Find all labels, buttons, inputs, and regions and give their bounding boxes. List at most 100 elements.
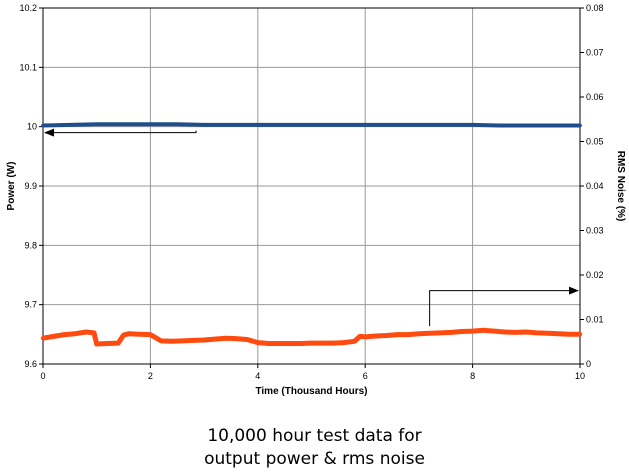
data-point-noise xyxy=(341,340,346,345)
data-point-noise xyxy=(534,330,540,336)
data-point-noise xyxy=(137,331,142,337)
data-point-noise xyxy=(105,341,110,346)
data-point-noise xyxy=(277,341,282,346)
data-point-noise xyxy=(51,334,56,339)
data-point-noise xyxy=(352,339,357,344)
data-point-noise xyxy=(502,329,508,335)
grid xyxy=(42,7,581,365)
data-point-noise xyxy=(115,340,121,346)
data-point-noise xyxy=(448,330,454,335)
y-right-tick-label: 0.07 xyxy=(586,48,604,58)
y-right-tick-label: 0.06 xyxy=(586,92,604,102)
data-point-power xyxy=(470,123,475,127)
data-point-noise xyxy=(126,331,132,336)
series-0 xyxy=(41,122,582,128)
data-point-noise xyxy=(384,333,389,338)
x-tick-label: 6 xyxy=(363,371,368,381)
data-point-noise xyxy=(266,341,271,346)
x-axis-label: Time (Thousand Hours) xyxy=(255,386,367,397)
data-point-noise xyxy=(40,335,46,341)
y-right-tick-label: 0.01 xyxy=(586,315,604,325)
data-point-power xyxy=(497,123,502,128)
series-1 xyxy=(40,327,583,347)
data-point-power xyxy=(390,123,394,127)
data-point-noise xyxy=(158,338,164,344)
data-point-power xyxy=(202,123,206,127)
data-point-power xyxy=(309,123,314,127)
y-left-tick-label: 9.8 xyxy=(24,240,37,250)
data-point-noise xyxy=(438,330,443,336)
data-point-noise xyxy=(459,329,465,334)
y-axis-right-ticks: 0 0.01 0.02 0.03 0.04 0.05 0.06 0.07 0.08 xyxy=(580,3,604,369)
y-right-tick-label: 0.03 xyxy=(586,226,604,236)
annotation-layer xyxy=(44,128,579,327)
data-point-power xyxy=(68,123,72,127)
y-left-tick-label: 9.6 xyxy=(24,359,37,369)
y-axis-right-label: RMS Noise (%) xyxy=(615,151,626,222)
y-left-tick-label: 10.1 xyxy=(19,62,37,72)
y-left-tick-label: 10 xyxy=(27,122,37,132)
data-point-noise xyxy=(180,338,185,344)
data-point-noise xyxy=(201,337,207,343)
caption-line-1: 10,000 hour test data for xyxy=(207,426,422,446)
arrow-to-left-axis xyxy=(44,128,197,137)
y-right-tick-label: 0.04 xyxy=(586,181,604,191)
data-point-power xyxy=(121,122,126,127)
data-point-noise xyxy=(223,335,228,341)
y-right-tick-label: 0.05 xyxy=(586,137,604,147)
data-point-power xyxy=(94,122,99,127)
x-tick-label: 10 xyxy=(575,371,585,381)
data-point-noise xyxy=(83,329,89,335)
data-point-noise xyxy=(91,330,97,336)
x-tick-label: 8 xyxy=(470,371,475,381)
data-point-noise xyxy=(309,340,314,346)
data-point-noise xyxy=(255,340,260,345)
data-point-noise xyxy=(373,333,379,339)
data-point-power xyxy=(229,123,233,127)
data-point-power xyxy=(443,123,448,127)
arrow-to-right-axis xyxy=(429,286,579,327)
data-point-power xyxy=(551,123,555,128)
data-point-noise xyxy=(169,339,175,344)
data-point-noise xyxy=(191,338,196,343)
data-point-noise xyxy=(357,334,363,339)
data-point-power xyxy=(417,123,421,127)
y-left-tick-label: 9.9 xyxy=(24,181,37,191)
x-tick-label: 0 xyxy=(40,371,45,381)
data-point-power xyxy=(578,123,582,128)
y-right-tick-label: 0 xyxy=(586,359,591,369)
data-point-noise xyxy=(234,336,239,341)
data-point-noise xyxy=(287,341,293,346)
data-point-power xyxy=(175,122,180,127)
series-layer xyxy=(40,122,583,347)
data-point-noise xyxy=(481,327,486,333)
data-point-noise xyxy=(405,332,411,337)
data-point-noise xyxy=(121,332,126,338)
data-point-noise xyxy=(148,332,153,337)
y-left-tick-label: 10.2 xyxy=(19,3,37,13)
data-point-power xyxy=(524,123,529,128)
data-point-noise xyxy=(212,336,218,342)
data-point-power xyxy=(255,123,260,127)
data-point-noise xyxy=(556,331,561,336)
data-point-noise xyxy=(94,341,99,347)
data-point-noise xyxy=(427,331,432,336)
data-point-power xyxy=(363,123,368,127)
data-point-noise xyxy=(73,331,78,336)
data-point-noise xyxy=(395,332,400,337)
data-point-power xyxy=(148,122,153,127)
data-point-power xyxy=(336,123,341,127)
data-point-noise xyxy=(416,331,422,336)
data-point-noise xyxy=(298,341,303,346)
data-point-noise xyxy=(244,337,250,342)
data-point-noise xyxy=(567,331,572,337)
data-point-noise xyxy=(320,340,325,346)
data-point-noise xyxy=(577,331,583,337)
y-right-tick-label: 0.02 xyxy=(586,270,604,280)
data-point-noise xyxy=(524,329,529,335)
data-point-noise xyxy=(330,340,336,346)
x-tick-label: 4 xyxy=(255,371,260,381)
data-point-noise xyxy=(545,331,550,336)
data-point-noise xyxy=(470,328,475,334)
